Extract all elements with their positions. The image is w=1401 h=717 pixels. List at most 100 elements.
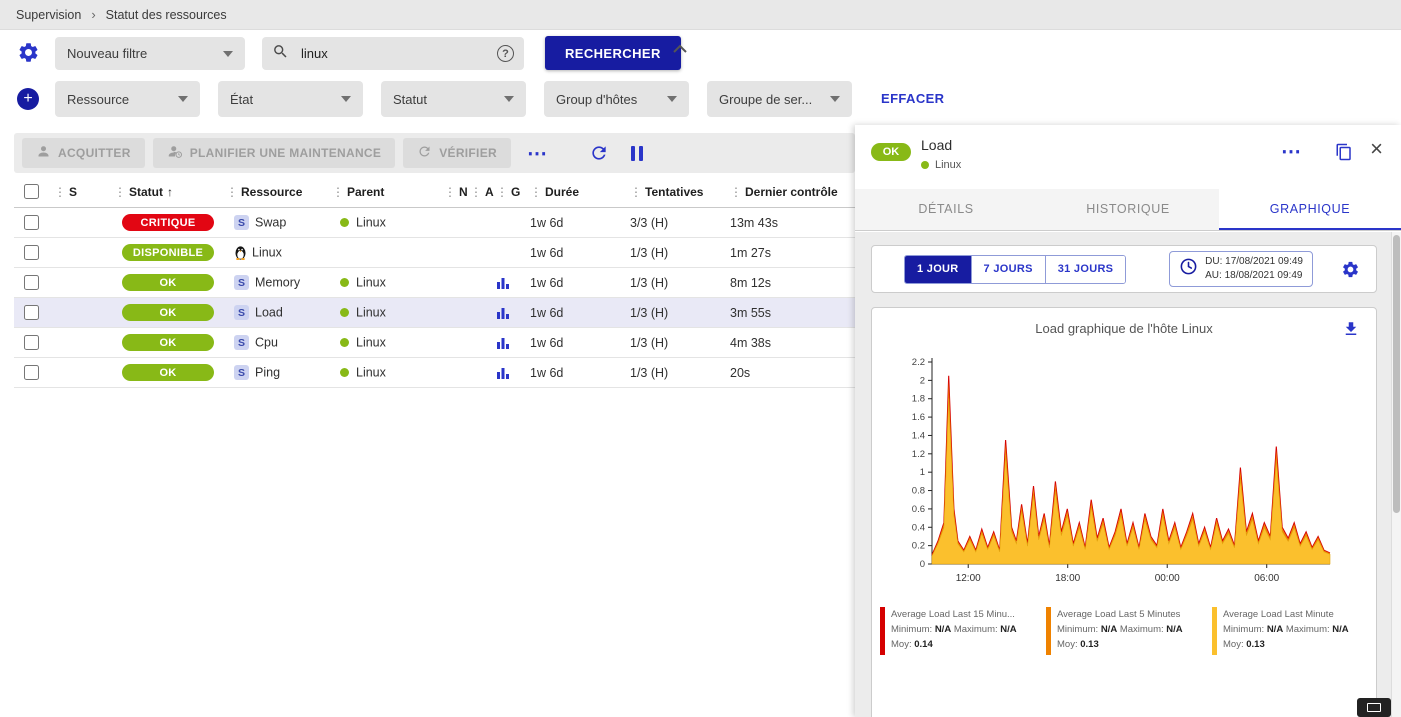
saved-filter-select[interactable]: Nouveau filtre	[55, 37, 245, 70]
row-checkbox-cell	[14, 207, 52, 238]
graph-bars-icon[interactable]	[496, 335, 510, 349]
acknowledge-button[interactable]: ACQUITTER	[22, 138, 145, 168]
legend-item-1[interactable]: Average Load Last 15 Minu... Minimum: N/A…	[880, 607, 1040, 655]
export-graph-icon[interactable]	[1342, 320, 1360, 338]
filter-criteria-select-5[interactable]: Groupe de ser...	[707, 81, 852, 117]
tries-cell: 1/3 (H)	[628, 297, 728, 328]
row-checkbox[interactable]	[24, 215, 39, 230]
panel-scrollbar[interactable]	[1391, 232, 1401, 717]
row-checkbox[interactable]	[24, 365, 39, 380]
table-row-swap[interactable]: CRITIQUE S Swap Linux 1w 6d 3/3 (H) 13m 43s	[14, 207, 855, 238]
tab-details[interactable]: DÉTAILS	[918, 201, 974, 216]
fullscreen-button[interactable]	[1357, 698, 1391, 717]
table-row-linux[interactable]: DISPONIBLE Linux 1w 6d 1/3 (H) 1m 27s	[14, 237, 855, 268]
graph-settings-gear-icon[interactable]	[1341, 260, 1360, 279]
row-checkbox[interactable]	[24, 245, 39, 260]
column-header-duration[interactable]: ⋮ Durée	[528, 176, 628, 208]
parent-cell[interactable]: Linux	[330, 297, 442, 328]
status-pill: OK	[122, 274, 214, 291]
legend-item-3[interactable]: Average Load Last Minute Minimum: N/A Max…	[1212, 607, 1372, 655]
graph-cell[interactable]	[494, 357, 528, 388]
breadcrumb-statut-des-ressources[interactable]: Statut des ressources	[105, 7, 227, 22]
graph-cell[interactable]	[494, 267, 528, 298]
drag-handle-icon: ⋮	[114, 184, 126, 199]
collapse-filters-chevron-up-icon[interactable]	[672, 44, 688, 54]
resource-cell[interactable]: Linux	[224, 237, 330, 268]
last-check-cell: 8m 12s	[728, 267, 855, 298]
select-all-checkbox[interactable]	[24, 184, 39, 199]
row-checkbox[interactable]	[24, 305, 39, 320]
host-status-dot	[340, 338, 349, 348]
maintenance-button[interactable]: PLANIFIER UNE MAINTENANCE	[152, 138, 396, 168]
search-input[interactable]	[299, 45, 487, 62]
table-row-cpu[interactable]: OK S Cpu Linux 1w 6d 1/3 (H) 4m 38s	[14, 327, 855, 358]
time-range-31-jours-button[interactable]: 31 JOURS	[1044, 255, 1126, 283]
filter-criteria-select-4[interactable]: Group d'hôtes	[544, 81, 689, 117]
search-button[interactable]: RECHERCHER	[545, 36, 681, 70]
panel-more-actions-button[interactable]: ⋯	[1273, 139, 1309, 164]
severity-cell	[52, 207, 112, 238]
tab-graphique[interactable]: GRAPHIQUE	[1219, 189, 1401, 230]
load-graph: 0 0.2 0.4 0.6 0.8 1 1.2 1.4 1.6 1.8 2 2.2 12:00 18:00…	[878, 350, 1376, 605]
filter-criteria-select-3[interactable]: Statut	[381, 81, 526, 117]
drag-handle-icon: ⋮	[332, 184, 344, 199]
column-header-graph[interactable]: ⋮ G	[494, 176, 528, 208]
parent-cell[interactable]: Linux	[330, 357, 442, 388]
table-row-load[interactable]: OK S Load Linux 1w 6d 1/3 (H) 3m 55s	[14, 297, 855, 328]
scrollbar-thumb[interactable]	[1393, 235, 1400, 513]
resource-cell[interactable]: S Memory	[224, 267, 330, 298]
column-header-ack[interactable]: ⋮ A	[468, 176, 494, 208]
resource-cell[interactable]: S Load	[224, 297, 330, 328]
parent-cell[interactable]	[330, 237, 442, 268]
status-cell: OK	[112, 297, 224, 328]
column-header-parent[interactable]: ⋮ Parent	[330, 176, 442, 208]
legend-item-2[interactable]: Average Load Last 5 Minutes Minimum: N/A …	[1046, 607, 1206, 655]
table-row-memory[interactable]: OK S Memory Linux 1w 6d 1/3 (H) 8m 12s	[14, 267, 855, 298]
column-header-resource[interactable]: ⋮ Ressource	[224, 176, 330, 208]
graph-bars-icon[interactable]	[496, 365, 510, 379]
time-range-7-jours-button[interactable]: 7 JOURS	[970, 255, 1045, 283]
clear-filters-button[interactable]: EFFACER	[875, 90, 950, 107]
refresh-icon[interactable]	[589, 143, 609, 163]
custom-date-range[interactable]: DU: 17/08/2021 09:49 AU: 18/08/2021 09:4…	[1169, 251, 1313, 287]
graph-bars-icon[interactable]	[496, 305, 510, 319]
filter-criteria-select-1[interactable]: Ressource	[55, 81, 200, 117]
parent-cell[interactable]: Linux	[330, 327, 442, 358]
breadcrumb-supervision[interactable]: Supervision	[16, 7, 82, 22]
host-status-dot	[340, 368, 349, 378]
check-button[interactable]: VÉRIFIER	[403, 138, 511, 168]
tab-historique[interactable]: HISTORIQUE	[1086, 201, 1170, 216]
more-actions-button[interactable]: ⋯	[519, 141, 555, 166]
search-help-icon[interactable]: ?	[497, 45, 514, 62]
breadcrumb: Supervision › Statut des ressources	[0, 0, 1401, 30]
row-checkbox[interactable]	[24, 335, 39, 350]
graph-cell[interactable]	[494, 297, 528, 328]
table-row-ping[interactable]: OK S Ping Linux 1w 6d 1/3 (H) 20s	[14, 357, 855, 388]
resource-cell[interactable]: S Swap	[224, 207, 330, 238]
parent-cell[interactable]: Linux	[330, 267, 442, 298]
status-badge: OK	[871, 143, 911, 161]
close-panel-icon[interactable]: ×	[1364, 135, 1389, 163]
graph-cell[interactable]	[494, 327, 528, 358]
parent-cell[interactable]: Linux	[330, 207, 442, 238]
graph-bars-icon[interactable]	[496, 275, 510, 289]
copy-link-icon[interactable]	[1335, 143, 1353, 161]
legend-color-bar	[1046, 607, 1051, 655]
criteria-label: Statut	[393, 91, 427, 107]
column-header-status[interactable]: ⋮ Statut ↑	[112, 176, 224, 208]
select-all-cell	[14, 176, 52, 208]
column-header-severity[interactable]: ⋮ S	[52, 176, 112, 208]
pause-icon[interactable]	[630, 145, 643, 161]
resource-cell[interactable]: S Ping	[224, 357, 330, 388]
resource-cell[interactable]: S Cpu	[224, 327, 330, 358]
svg-text:0.4: 0.4	[912, 522, 925, 533]
time-range-1-jour-button[interactable]: 1 JOUR	[905, 255, 971, 283]
add-criteria-button[interactable]: +	[17, 88, 39, 110]
filter-criteria-select-2[interactable]: État	[218, 81, 363, 117]
column-header-last_check[interactable]: ⋮ Dernier contrôle	[728, 176, 855, 208]
column-header-notification[interactable]: ⋮ N	[442, 176, 468, 208]
column-header-tries[interactable]: ⋮ Tentatives	[628, 176, 728, 208]
notification-cell	[442, 357, 468, 388]
filter-settings-gear-icon[interactable]	[17, 41, 40, 64]
row-checkbox[interactable]	[24, 275, 39, 290]
